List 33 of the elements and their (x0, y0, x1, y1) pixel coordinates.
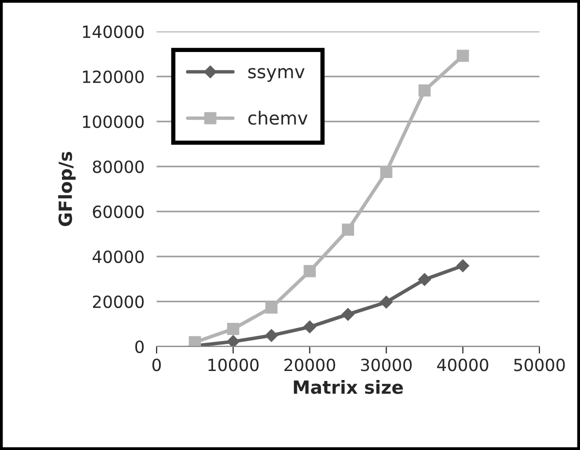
legend-label: chemv (248, 110, 308, 125)
y-tick-label: 60000 (92, 205, 144, 218)
x-tick-label: 40000 (437, 358, 488, 372)
y-axis-title: GFlop/s (58, 152, 76, 226)
point (380, 296, 393, 309)
x-tick-label: 20000 (284, 358, 336, 372)
point (304, 265, 316, 278)
point (226, 335, 240, 346)
x-tick-label: 10000 (208, 358, 259, 372)
y-tick-label: 40000 (92, 250, 144, 264)
y-tick-label: 120000 (83, 70, 144, 84)
y-tick-label: 20000 (92, 295, 144, 308)
point (265, 329, 278, 342)
x-axis-title: Matrix size (294, 380, 403, 394)
point (380, 166, 392, 178)
x-tick-label: 50000 (514, 358, 565, 372)
x-tick-label: 0 (152, 358, 161, 372)
x-tick-label: 30000 (361, 358, 412, 372)
y-tick-label: 100000 (83, 115, 144, 128)
point (303, 320, 316, 334)
legend-label: ssymv (248, 68, 305, 82)
point (456, 50, 469, 62)
point (188, 336, 201, 346)
point (265, 302, 278, 314)
point (342, 308, 354, 321)
point (418, 84, 431, 97)
point (418, 273, 431, 286)
point (342, 224, 354, 236)
point (227, 322, 240, 336)
y-tick-label: 140000 (83, 25, 144, 38)
y-tick-label: 0 (135, 340, 144, 354)
point (456, 259, 470, 272)
y-tick-label: 80000 (92, 160, 144, 174)
